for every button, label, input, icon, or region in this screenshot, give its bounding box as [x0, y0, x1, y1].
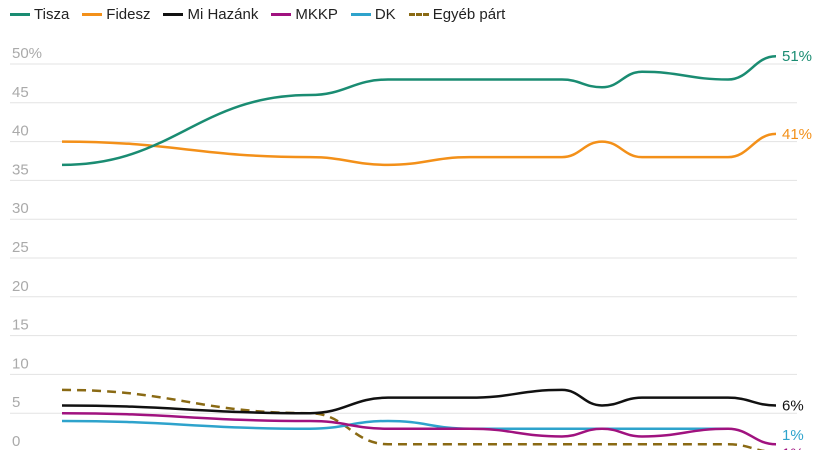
legend-swatch: [408, 13, 429, 16]
y-tick-label: 10: [12, 355, 29, 372]
end-label: 1%: [782, 446, 804, 450]
series-line-fidesz: [61, 132, 777, 167]
y-tick-label: 50%: [12, 45, 42, 62]
legend-label: Mi Hazánk: [187, 6, 259, 23]
legend-item-2[interactable]: Mi Hazánk: [163, 6, 258, 23]
legend-item-0[interactable]: Tisza: [10, 6, 69, 23]
y-tick-label: 5: [12, 394, 20, 411]
y-tick-label: 25: [12, 239, 29, 256]
y-tick-label: 15: [12, 317, 29, 334]
legend: Tisza Fidesz Mi Hazánk MKKP DK Egyéb párt: [10, 6, 505, 23]
legend-swatch: [82, 13, 103, 16]
legend-label: Fidesz: [106, 6, 151, 23]
legend-item-5[interactable]: Egyéb párt: [408, 6, 506, 23]
legend-swatch: [271, 13, 292, 16]
end-label: 41%: [782, 126, 812, 143]
y-tick-label: 0: [12, 433, 20, 450]
series-line-mi-hazánk: [61, 388, 777, 415]
end-label: 1%: [782, 427, 804, 444]
legend-swatch: [350, 13, 371, 16]
legend-item-3[interactable]: MKKP: [271, 6, 338, 23]
y-tick-label: 20: [12, 278, 29, 295]
series-line-mkkp: [61, 411, 777, 446]
legend-swatch: [10, 13, 30, 16]
series-line-tisza: [61, 54, 777, 167]
legend-swatch: [163, 13, 184, 16]
y-tick-label: 30: [12, 200, 29, 217]
end-label: 6%: [782, 397, 804, 414]
legend-label: MKKP: [295, 6, 338, 23]
y-tick-label: 45: [12, 84, 29, 101]
end-label: 51%: [782, 48, 812, 65]
y-tick-label: 35: [12, 161, 29, 178]
legend-item-4[interactable]: DK: [350, 6, 396, 23]
legend-label: Tisza: [34, 6, 70, 23]
legend-label: DK: [374, 6, 396, 23]
legend-label: Egyéb párt: [432, 6, 506, 23]
legend-item-1[interactable]: Fidesz: [82, 6, 150, 23]
y-tick-label: 40: [12, 123, 29, 140]
series-line-egyéb-párt: [61, 388, 766, 450]
